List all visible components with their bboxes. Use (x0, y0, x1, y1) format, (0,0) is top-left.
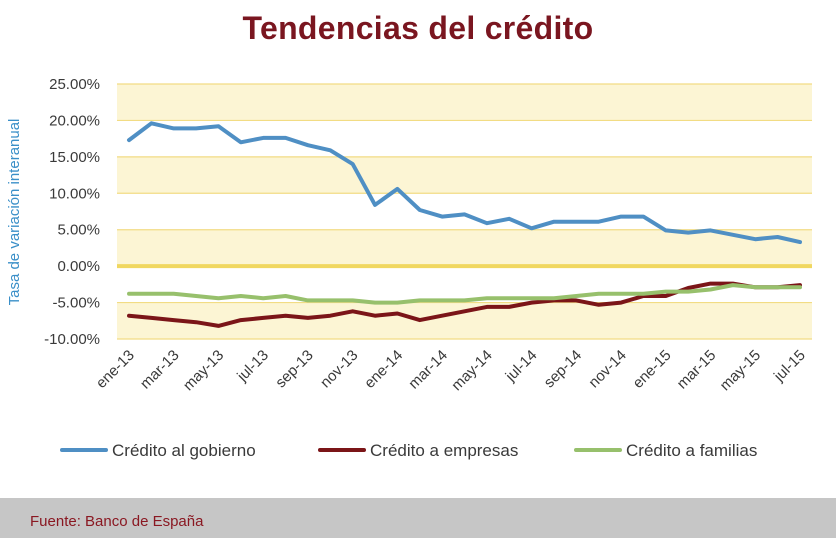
y-tick-label: -10.00% (44, 331, 100, 348)
background-band (117, 229, 812, 267)
x-tick-label: may-14 (448, 347, 495, 394)
x-tick-label: jul-13 (233, 347, 272, 386)
x-tick-label: mar-13 (137, 347, 183, 393)
footer-bar: Fuente: Banco de España (0, 498, 836, 538)
x-tick-label: jul-14 (502, 347, 541, 386)
line-chart: 25.00% 20.00% 15.00% 10.00% 5.00% 0.00% -5.00%… (6, 76, 812, 460)
y-tick-label: 10.00% (49, 185, 100, 202)
x-tick-label: sep-14 (541, 347, 585, 391)
series-line (127, 283, 802, 305)
background-band (117, 84, 812, 121)
y-axis-label: Tasa de variación interanual (6, 119, 23, 306)
y-tick-label: 5.00% (57, 222, 100, 239)
x-tick-label: ene-13 (93, 347, 138, 392)
x-tick-label: may-15 (717, 347, 764, 394)
series-line (127, 281, 802, 328)
y-tick-label: 0.00% (57, 258, 100, 275)
legend-label: Crédito al gobierno (112, 441, 256, 460)
source-note: Fuente: Banco de España (30, 513, 204, 530)
legend-label: Crédito a familias (626, 441, 757, 460)
x-tick-label: may-13 (180, 347, 227, 394)
x-tick-label: sep-13 (272, 347, 316, 391)
y-tick-label: 20.00% (49, 112, 100, 129)
gridlines (117, 83, 812, 340)
legend: Crédito al gobierno Crédito a empresas Cré… (60, 441, 757, 460)
x-tick-label: nov-13 (317, 347, 361, 391)
x-tick-label: jul-15 (770, 347, 809, 386)
y-tick-label: -5.00% (52, 295, 100, 312)
chart-title: Tendencias del crédito (242, 10, 594, 46)
y-tick-label: 15.00% (49, 149, 100, 166)
x-tick-label: mar-14 (405, 347, 451, 393)
series-lines (127, 121, 802, 328)
background-band (117, 302, 812, 339)
legend-label: Crédito a empresas (370, 441, 518, 460)
y-axis-ticks: 25.00% 20.00% 15.00% 10.00% 5.00% 0.00% -5.00%… (44, 76, 100, 348)
series-line (127, 121, 802, 245)
x-tick-label: ene-15 (630, 347, 675, 392)
y-tick-label: 25.00% (49, 76, 100, 93)
x-tick-label: nov-14 (585, 347, 629, 391)
x-tick-label: ene-14 (361, 347, 406, 392)
x-tick-label: mar-15 (674, 347, 720, 393)
background-band (117, 156, 812, 194)
